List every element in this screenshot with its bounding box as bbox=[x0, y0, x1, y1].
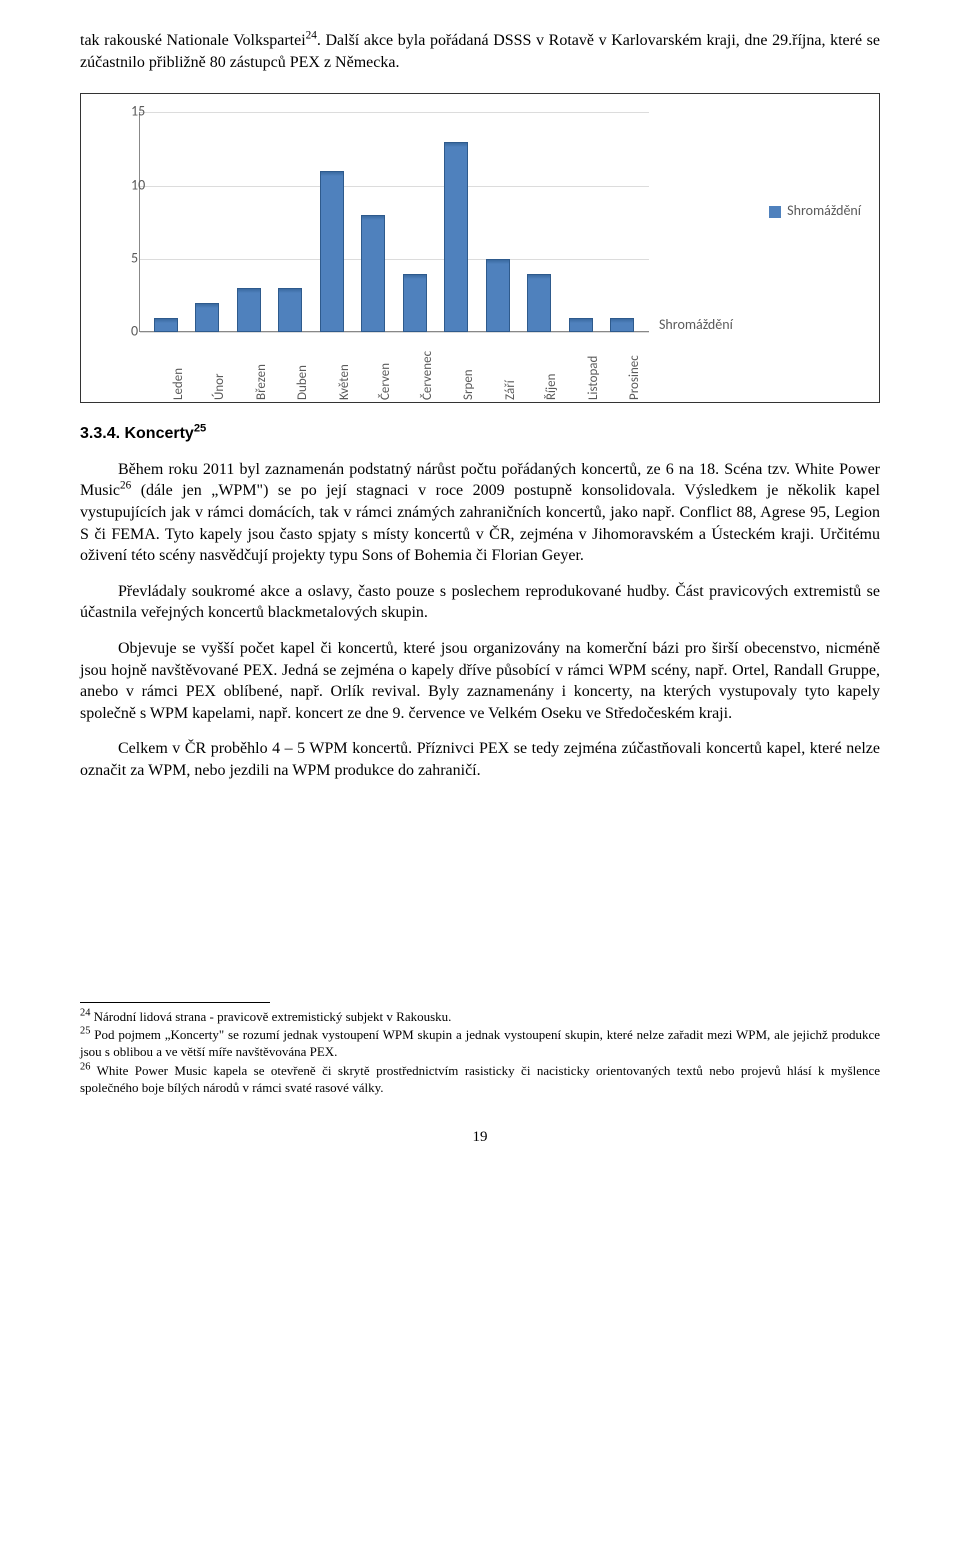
x-axis-labels: LedenÚnorBřezenDubenKvětenČervenČervenec… bbox=[139, 336, 649, 354]
bar bbox=[610, 318, 634, 333]
body-p3: Převládaly soukromé akce a oslavy, často… bbox=[80, 581, 880, 624]
body-p2: Během roku 2011 byl zaznamenán podstatný… bbox=[80, 459, 880, 567]
x-tick-label: Červen bbox=[377, 376, 395, 400]
bar bbox=[486, 259, 510, 332]
bar bbox=[195, 303, 219, 332]
bar bbox=[154, 318, 178, 333]
footnote-num-26: 26 bbox=[80, 1062, 90, 1073]
x-tick-label: Prosinec bbox=[626, 376, 644, 400]
x-tick-label: Březen bbox=[253, 376, 271, 400]
bar bbox=[569, 318, 593, 333]
footnote-25: 25 Pod pojmem „Koncerty" se rozumí jedna… bbox=[80, 1027, 880, 1061]
footnote-ref-24: 24 bbox=[306, 30, 317, 42]
bar bbox=[444, 142, 468, 333]
bar bbox=[527, 274, 551, 333]
y-tick-label: 0 bbox=[131, 323, 139, 342]
x-tick-label: Říjen bbox=[543, 376, 561, 400]
x-tick-label: Září bbox=[502, 376, 520, 400]
footnote-26: 26 White Power Music kapela se otevřeně … bbox=[80, 1063, 880, 1097]
y-tick-label: 10 bbox=[131, 176, 139, 195]
bars-group bbox=[139, 112, 649, 332]
bar bbox=[237, 288, 261, 332]
footnote-num-24: 24 bbox=[80, 1007, 90, 1018]
intro-paragraph: tak rakouské Nationale Volkspartei24. Da… bbox=[80, 30, 880, 73]
legend-label: Shromáždění bbox=[787, 202, 861, 221]
x-tick-label: Červenec bbox=[419, 376, 437, 400]
legend-swatch bbox=[769, 206, 781, 218]
section-title-text: 3.3.4. Koncerty bbox=[80, 425, 194, 442]
footnote-ref-26: 26 bbox=[120, 480, 131, 492]
body-p2-b: (dále jen „WPM") se po její stagnaci v r… bbox=[80, 482, 880, 564]
footnote-ref-25: 25 bbox=[194, 423, 206, 435]
footnote-24: 24 Národní lidová strana - pravicově ext… bbox=[80, 1009, 880, 1026]
x-tick-label: Květen bbox=[336, 376, 354, 400]
chart-plot bbox=[139, 112, 649, 332]
footnote-num-25: 25 bbox=[80, 1026, 90, 1037]
y-tick-label: 5 bbox=[131, 249, 139, 268]
chart-area: LedenÚnorBřezenDubenKvětenČervenČervenec… bbox=[99, 112, 861, 388]
footnote-text-26: White Power Music kapela se otevřeně či … bbox=[80, 1063, 880, 1095]
chart-container: Leden Únor Březen Duben Květen Červen Červenec… bbox=[80, 93, 880, 403]
x-tick-label: Listopad bbox=[585, 376, 603, 400]
body-p4: Objevuje se vyšší počet kapel či koncert… bbox=[80, 638, 880, 724]
footnote-text-24: Národní lidová strana - pravicově extrem… bbox=[90, 1009, 451, 1024]
chart-legend: Shromáždění bbox=[769, 202, 861, 221]
bar bbox=[361, 215, 385, 332]
x-tick-label: Srpen bbox=[460, 376, 478, 400]
footnote-separator bbox=[80, 1002, 270, 1003]
page-number: 19 bbox=[80, 1127, 880, 1147]
intro-text-a: tak rakouské Nationale Volkspartei bbox=[80, 32, 306, 49]
bar bbox=[403, 274, 427, 333]
depth-axis-label: Shromáždění bbox=[659, 316, 733, 335]
bar bbox=[320, 171, 344, 332]
y-tick-label: 15 bbox=[131, 103, 139, 122]
x-tick-label: Leden bbox=[170, 376, 188, 400]
footnote-text-25: Pod pojmem „Koncerty" se rozumí jednak v… bbox=[80, 1027, 880, 1059]
x-tick-label: Únor bbox=[211, 376, 229, 400]
x-tick-label: Duben bbox=[294, 376, 312, 400]
bar bbox=[278, 288, 302, 332]
body-p5: Celkem v ČR proběhlo 4 – 5 WPM koncertů.… bbox=[80, 738, 880, 781]
section-heading: 3.3.4. Koncerty25 bbox=[80, 423, 880, 445]
